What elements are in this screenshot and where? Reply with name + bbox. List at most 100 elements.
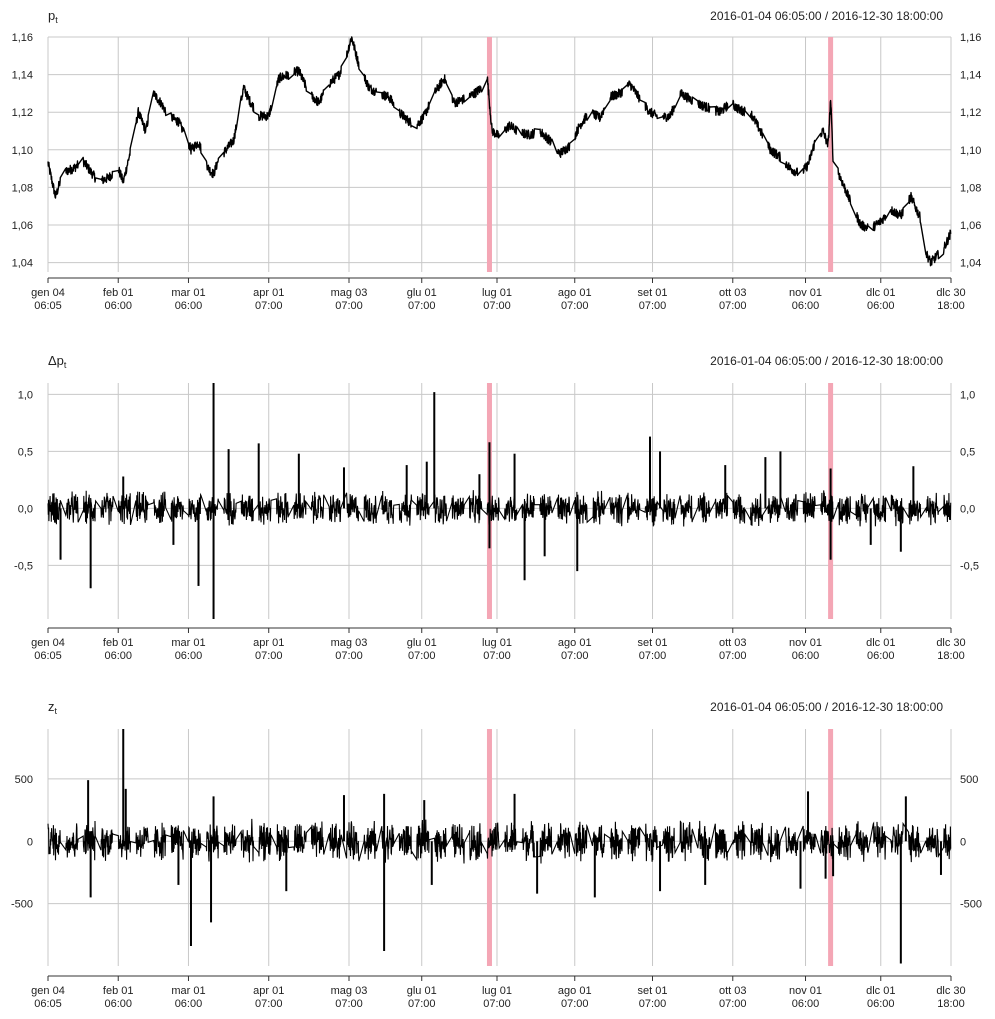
- x-tick-time-label: 07:00: [483, 300, 511, 312]
- x-tick-time-label: 07:00: [408, 998, 436, 1010]
- x-tick-time-label: 06:00: [867, 998, 895, 1010]
- x-tick-label: dlc 30: [936, 287, 965, 299]
- x-tick-label: apr 01: [253, 287, 284, 299]
- y-tick-label-right: 1,06: [960, 220, 981, 232]
- y-tick-label-right: 1,16: [960, 32, 981, 44]
- x-tick-time-label: 07:00: [335, 300, 363, 312]
- x-tick-time-label: 06:00: [175, 998, 203, 1010]
- x-tick-time-label: 07:00: [639, 650, 667, 662]
- x-tick-label: ott 03: [719, 287, 747, 299]
- x-tick-time-label: 06:00: [104, 300, 132, 312]
- y-tick-label-right: -0,5: [960, 560, 979, 572]
- x-tick-time-label: 06:00: [867, 300, 895, 312]
- x-tick-label: gen 04: [31, 985, 65, 997]
- x-tick-label: ott 03: [719, 637, 747, 649]
- x-tick-time-label: 07:00: [561, 300, 589, 312]
- x-tick-label: glu 01: [407, 637, 437, 649]
- x-tick-time-label: 07:00: [639, 300, 667, 312]
- x-tick-time-label: 06:00: [175, 300, 203, 312]
- series-line: [47, 490, 952, 527]
- x-tick-time-label: 06:00: [104, 998, 132, 1010]
- y-tick-label-left: -500: [11, 899, 33, 911]
- y-tick-label-right: 1,04: [960, 258, 981, 270]
- x-tick-label: mar 01: [171, 985, 205, 997]
- x-tick-label: ago 01: [558, 287, 592, 299]
- x-tick-time-label: 07:00: [408, 650, 436, 662]
- x-tick-label: mag 03: [331, 287, 368, 299]
- date-range-label: 2016-01-04 06:05:00 / 2016-12-30 18:00:0…: [710, 700, 943, 714]
- x-tick-label: dlc 01: [866, 637, 895, 649]
- highlight-band: [486, 37, 492, 272]
- panel-title: pt: [48, 8, 58, 25]
- y-tick-label-right: 0: [960, 836, 966, 848]
- y-tick-label-left: 0,0: [18, 503, 33, 515]
- chart-panel-1: 1,04 1,04 1,06 1,06 1,08 1,08 1,10 1,10 1,12 1,12…: [12, 8, 982, 312]
- y-tick-label-left: 1,10: [12, 145, 33, 157]
- y-tick-label-right: 1,12: [960, 107, 981, 119]
- y-tick-label-right: 0,0: [960, 503, 975, 515]
- y-tick-label-left: 1,0: [18, 389, 33, 401]
- y-tick-label-left: -0,5: [14, 560, 33, 572]
- y-tick-label-right: -500: [960, 899, 982, 911]
- x-tick-time-label: 06:00: [792, 998, 820, 1010]
- y-tick-label-right: 1,0: [960, 389, 975, 401]
- date-range-label: 2016-01-04 06:05:00 / 2016-12-30 18:00:0…: [710, 354, 943, 368]
- x-tick-time-label: 07:00: [335, 650, 363, 662]
- panel-title-subscript: t: [64, 360, 67, 370]
- highlight-band: [828, 37, 834, 272]
- x-tick-label: apr 01: [253, 985, 284, 997]
- panel-title-main: p: [48, 8, 55, 23]
- x-tick-time-label: 07:00: [255, 998, 283, 1010]
- panel-title: zt: [48, 699, 58, 716]
- highlight-band: [486, 729, 492, 966]
- x-tick-label: gen 04: [31, 637, 65, 649]
- x-tick-time-label: 06:00: [792, 650, 820, 662]
- x-tick-label: set 01: [638, 985, 668, 997]
- y-tick-label-left: 1,08: [12, 182, 33, 194]
- x-tick-label: gen 04: [31, 287, 65, 299]
- x-tick-time-label: 07:00: [561, 998, 589, 1010]
- y-tick-label-right: 1,14: [960, 70, 981, 82]
- x-tick-time-label: 18:00: [937, 300, 965, 312]
- x-tick-label: mag 03: [331, 985, 368, 997]
- x-tick-time-label: 07:00: [255, 650, 283, 662]
- x-tick-label: glu 01: [407, 287, 437, 299]
- x-tick-time-label: 06:05: [34, 650, 62, 662]
- x-tick-time-label: 18:00: [937, 650, 965, 662]
- panel-title-subscript: t: [55, 706, 58, 716]
- x-tick-label: dlc 30: [936, 637, 965, 649]
- y-tick-label-left: 1,16: [12, 32, 33, 44]
- x-tick-time-label: 07:00: [335, 998, 363, 1010]
- x-tick-label: nov 01: [789, 287, 822, 299]
- y-tick-label-left: 1,06: [12, 220, 33, 232]
- x-tick-time-label: 07:00: [483, 650, 511, 662]
- series-line: [47, 818, 952, 864]
- x-tick-label: feb 01: [103, 287, 134, 299]
- x-tick-label: apr 01: [253, 637, 284, 649]
- x-tick-label: feb 01: [103, 637, 134, 649]
- x-tick-label: lug 01: [482, 287, 512, 299]
- x-tick-time-label: 07:00: [719, 300, 747, 312]
- x-tick-label: ott 03: [719, 985, 747, 997]
- x-tick-label: dlc 01: [866, 985, 895, 997]
- x-tick-label: nov 01: [789, 637, 822, 649]
- panel-title-main: z: [48, 699, 55, 714]
- x-tick-label: mar 01: [171, 637, 205, 649]
- x-tick-label: lug 01: [482, 985, 512, 997]
- x-tick-label: feb 01: [103, 985, 134, 997]
- x-tick-time-label: 07:00: [408, 300, 436, 312]
- y-tick-label-right: 1,08: [960, 182, 981, 194]
- x-tick-time-label: 07:00: [719, 650, 747, 662]
- x-tick-time-label: 18:00: [937, 998, 965, 1010]
- x-tick-time-label: 06:05: [34, 998, 62, 1010]
- x-tick-time-label: 07:00: [719, 998, 747, 1010]
- x-tick-label: mar 01: [171, 287, 205, 299]
- x-tick-label: dlc 30: [936, 985, 965, 997]
- x-tick-time-label: 06:00: [104, 650, 132, 662]
- x-tick-time-label: 06:00: [792, 300, 820, 312]
- x-tick-label: dlc 01: [866, 287, 895, 299]
- date-range-label: 2016-01-04 06:05:00 / 2016-12-30 18:00:0…: [710, 9, 943, 23]
- y-tick-label-right: 0,5: [960, 446, 975, 458]
